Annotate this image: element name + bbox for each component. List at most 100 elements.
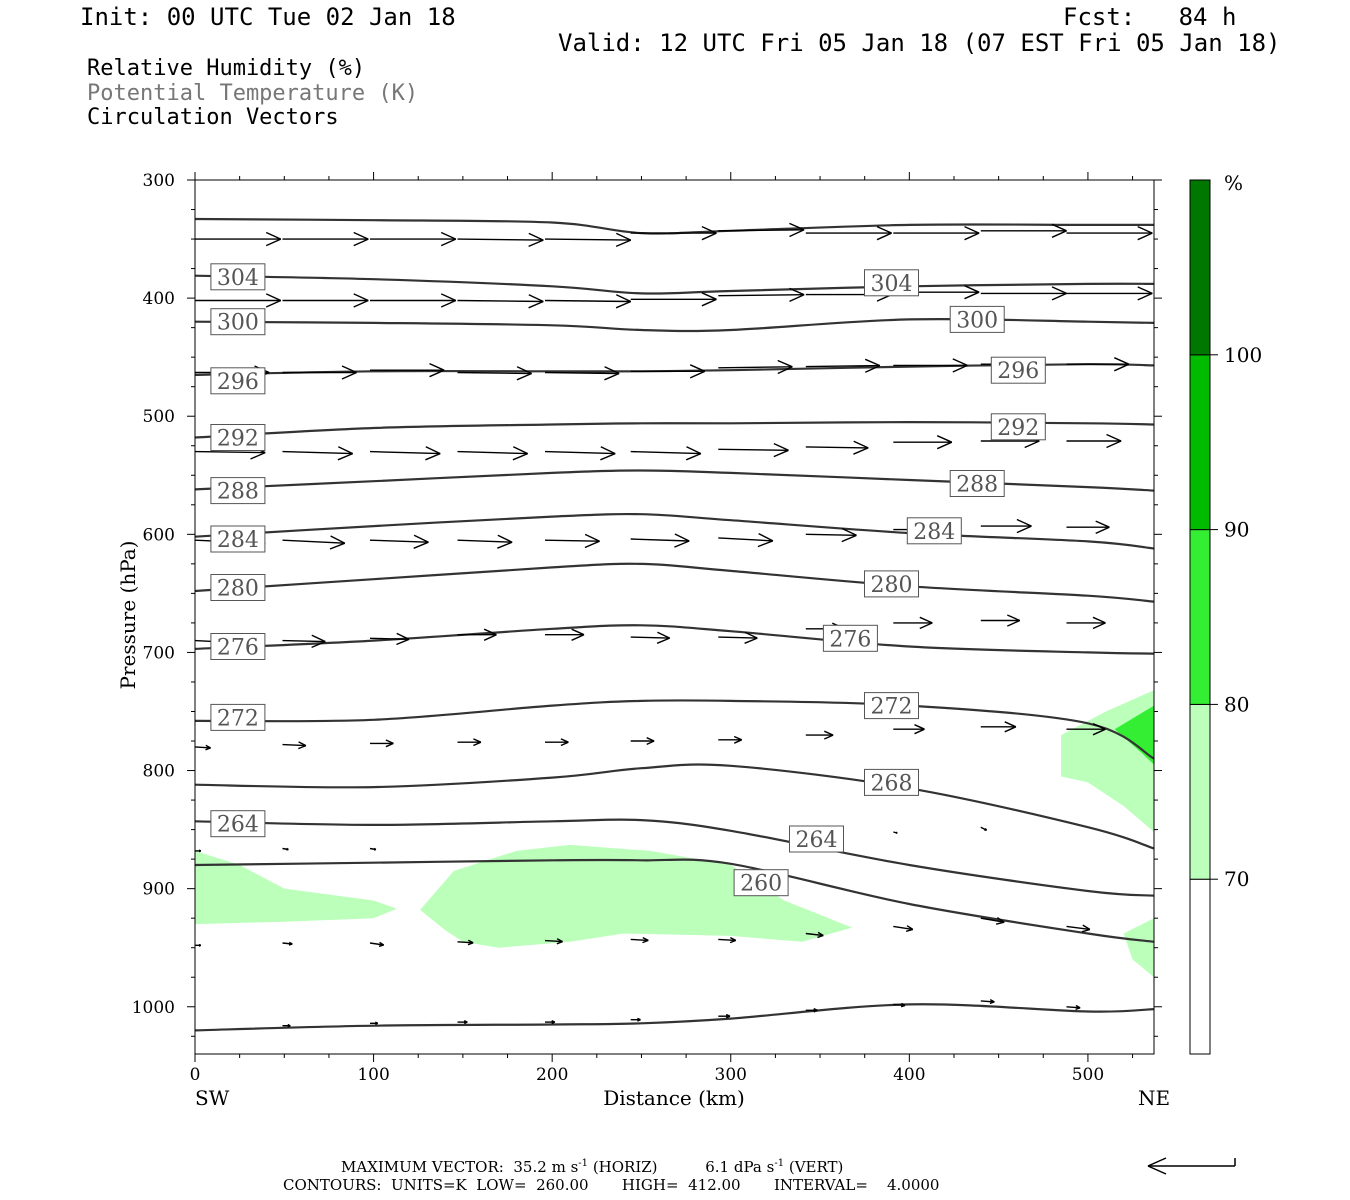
circulation-vector: [805, 527, 857, 543]
theta-label: 280: [864, 570, 919, 598]
vector-head: [758, 532, 774, 542]
vector-head: [685, 452, 702, 461]
vector-shaft: [457, 238, 544, 241]
vector-head: [919, 622, 933, 630]
theta-label-box: [210, 308, 266, 336]
y-tick-label: 400: [143, 289, 175, 309]
vector-head: [512, 446, 529, 455]
vector-head: [337, 446, 354, 455]
theta-label-text: 264: [217, 813, 259, 838]
circulation-vector: [369, 632, 410, 646]
x-end-label-left: SW: [195, 1086, 230, 1110]
vector-head: [604, 366, 620, 375]
vector-head: [1051, 286, 1067, 295]
vector-shaft: [369, 637, 410, 640]
vector-shaft: [457, 539, 513, 543]
vector-head: [528, 239, 544, 248]
circulation-vector: [545, 628, 585, 641]
vector-head: [600, 452, 616, 461]
vector-head: [642, 936, 649, 942]
vector-head: [1007, 614, 1021, 622]
circulation-vector: [544, 232, 632, 248]
vert-exponent: -1: [774, 1158, 785, 1169]
theta-label-text: 300: [956, 308, 998, 333]
circulation-vector: [718, 287, 805, 303]
vector-head: [984, 827, 988, 831]
theta-label-text: 296: [997, 359, 1039, 384]
vector-head: [615, 300, 632, 309]
x-tick-label: 400: [893, 1065, 925, 1085]
circulation-vector: [370, 1021, 379, 1026]
circulation-vector: [195, 293, 282, 308]
circulation-vector: [805, 225, 892, 241]
vector-shaft: [457, 450, 528, 455]
theta-contour: [195, 1003, 1154, 1032]
circulation-vector: [282, 847, 289, 851]
theta-label: 296: [210, 367, 266, 395]
theta-label-text: 268: [871, 771, 913, 796]
vector-head: [1137, 286, 1153, 295]
vector-head: [729, 939, 737, 944]
vector-head: [853, 447, 869, 455]
vector-head: [1051, 292, 1067, 301]
vector-head: [674, 540, 690, 548]
vector-head: [789, 229, 805, 238]
theta-label: 292: [990, 413, 1046, 441]
vector-head: [353, 231, 369, 240]
circulation-vector: [1066, 924, 1091, 933]
vector-head: [895, 831, 898, 834]
vector-shaft: [282, 450, 353, 455]
vector-head: [646, 740, 655, 746]
circulation-vector: [1066, 520, 1110, 535]
vector-head: [936, 441, 953, 450]
vector-head: [824, 730, 834, 736]
vector-head: [1051, 223, 1067, 232]
circulation-vector: [980, 223, 1067, 238]
theta-label-box: [864, 269, 919, 297]
vector-head: [250, 451, 266, 460]
vector-head: [353, 299, 369, 308]
vector-shaft: [282, 539, 345, 544]
vector-head: [1082, 924, 1091, 930]
vector-head: [205, 744, 211, 749]
theta-label-text: 280: [871, 573, 913, 598]
vector-shaft: [1066, 925, 1090, 931]
vector-head: [1092, 616, 1106, 624]
circulation-vector: [893, 225, 980, 241]
vector-head: [824, 734, 834, 740]
vector-head: [413, 541, 429, 549]
circulation-vector: [457, 534, 513, 549]
vector-head: [341, 371, 357, 380]
vector-head: [341, 365, 357, 374]
circulation-vector: [282, 741, 307, 750]
vector-head: [996, 917, 1005, 923]
vector-head: [1092, 722, 1106, 730]
theta-label-box: [210, 633, 266, 660]
circulation-vector: [980, 614, 1021, 627]
vector-head: [375, 1021, 379, 1024]
theta-label-text: 292: [997, 416, 1039, 441]
vector-head: [1081, 928, 1091, 933]
theta-label: 300: [949, 305, 1005, 333]
vector-shaft: [893, 925, 913, 931]
vector-head: [906, 925, 914, 930]
circulation-vector: [718, 359, 793, 375]
legend-potential-temperature: Potential Temperature (K): [87, 81, 419, 106]
vector-head: [528, 232, 544, 241]
y-tick-label: 600: [143, 525, 175, 545]
vector-head: [571, 634, 585, 641]
circulation-vector: [893, 1002, 906, 1008]
theta-label: 268: [864, 768, 919, 796]
vector-shaft: [980, 1000, 995, 1003]
theta-label-text: 288: [956, 473, 998, 498]
vector-head: [914, 728, 925, 735]
circulation-vector: [980, 917, 1005, 925]
circulation-vector: [282, 293, 369, 308]
vector-head: [952, 358, 968, 367]
vector-head: [287, 1023, 291, 1027]
vector-shaft: [980, 917, 1005, 923]
init-time: Init: 00 UTC Tue 02 Jan 18: [80, 3, 456, 31]
vector-head: [551, 1020, 556, 1023]
